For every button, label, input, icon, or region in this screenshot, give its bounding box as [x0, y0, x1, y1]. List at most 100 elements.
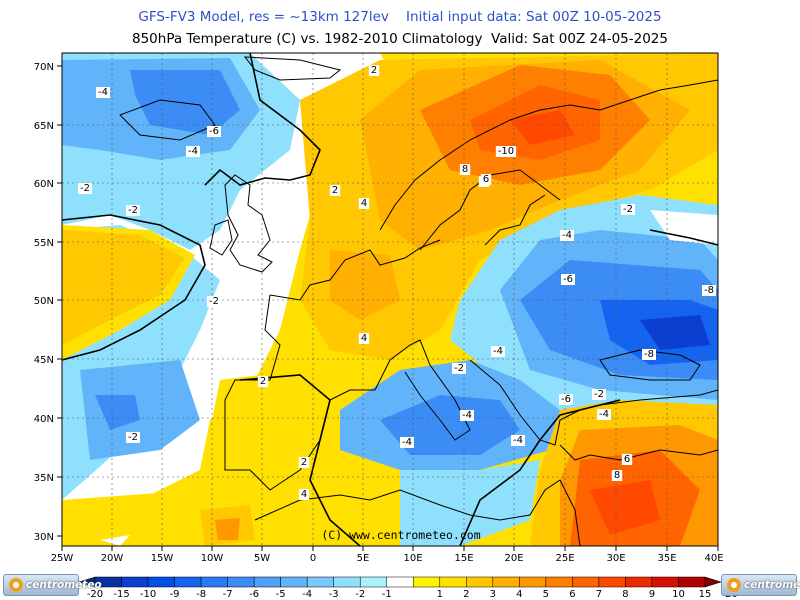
- colorbar-swatch: [598, 576, 626, 588]
- contour-label-box: [592, 389, 606, 400]
- lat-label: 65N: [34, 121, 54, 132]
- contour-label-box: [460, 410, 474, 421]
- contour-label: 4: [361, 333, 367, 344]
- contour-label: -2: [594, 389, 604, 400]
- logo-icon: [9, 578, 23, 592]
- colorbar-swatch: [492, 576, 520, 588]
- colorbar-label: 3: [490, 589, 496, 600]
- lon-label: 30E: [606, 553, 625, 564]
- lon-label: 35E: [657, 553, 676, 564]
- contour-label-box: [559, 394, 573, 405]
- colorbar-label: 1: [437, 589, 443, 600]
- colorbar-swatch: [572, 576, 600, 588]
- contour-label-box: [207, 126, 221, 137]
- colorbar-swatch: [651, 576, 679, 588]
- contour-label-box: [78, 183, 92, 194]
- lat-label: 50N: [34, 296, 54, 307]
- contour-label: -2: [209, 296, 219, 307]
- contour-label-box: [621, 454, 633, 465]
- logo-text: centrometeo: [744, 579, 800, 591]
- contour-label-box: [597, 409, 611, 420]
- colorbar-swatch: [625, 576, 653, 588]
- contour-label: -4: [402, 437, 412, 448]
- contour-label: -8: [644, 349, 654, 360]
- lon-label: 15W: [151, 553, 174, 564]
- contour-label-box: [257, 376, 269, 387]
- colorbar-label: 5: [543, 589, 549, 600]
- lon-label: 15E: [454, 553, 473, 564]
- europe-north-coast: [269, 239, 441, 301]
- contour-label: 6: [483, 174, 489, 185]
- contour-label: -4: [188, 146, 198, 157]
- contour-label-box: [459, 164, 471, 175]
- lon-label: 0: [310, 553, 316, 564]
- contour-label-box: [329, 185, 341, 196]
- contour-label: -8: [704, 285, 714, 296]
- zero-isotherm: [62, 53, 718, 546]
- colorbar-swatch: [359, 576, 387, 588]
- contour-label-box: [621, 204, 635, 215]
- title-model-info: GFS-FV3 Model, res = ~13km 127lev Initia…: [138, 9, 662, 25]
- colorbar-label: -1: [382, 589, 392, 600]
- contour-label: -6: [563, 274, 573, 285]
- contour-label-box: [511, 435, 525, 446]
- contour-label: -2: [454, 363, 464, 374]
- contour-label-box: [611, 470, 623, 481]
- colorbar-label: -15: [113, 589, 129, 600]
- contour-label-box: [368, 65, 380, 76]
- colorbar-label: 15: [699, 589, 712, 600]
- colorbar-swatch: [439, 576, 467, 588]
- contour-label: -4: [462, 410, 472, 421]
- colorbar-label: 4: [516, 589, 522, 600]
- contour-label: -2: [80, 183, 90, 194]
- colorbar-label: 2: [463, 589, 469, 600]
- contour-label: 2: [301, 457, 307, 468]
- contour-label: 4: [301, 489, 307, 500]
- colorbar-swatch: [519, 576, 547, 588]
- lon-label: 20E: [504, 553, 523, 564]
- colorbar-label: 8: [622, 589, 628, 600]
- contour-label-box: [298, 457, 310, 468]
- balkans-turkey-coast: [469, 359, 718, 446]
- contour-label-box: [358, 333, 370, 344]
- lon-label: 40E: [704, 553, 723, 564]
- scandinavia-west-coast: [379, 104, 601, 231]
- colorbar-label: -3: [329, 589, 339, 600]
- colorbar-swatch: [333, 576, 361, 588]
- anatolia-south-coast: [559, 444, 718, 461]
- colorbar-swatch: [413, 576, 441, 588]
- lat-label: 45N: [34, 355, 54, 366]
- lat-label: 55N: [34, 238, 54, 249]
- copyright-credit: (C) www.centrometeo.com: [321, 528, 480, 542]
- colorbar-label: 7: [596, 589, 602, 600]
- coastlines: [119, 56, 718, 546]
- colorbar-label: -20: [87, 589, 103, 600]
- colorbar-label: 9: [649, 589, 655, 600]
- contour-label: 8: [614, 470, 620, 481]
- title-field-info: 850hPa Temperature (C) vs. 1982-2010 Cli…: [132, 31, 668, 47]
- contour-label: -10: [498, 146, 514, 157]
- contour-label-box: [495, 146, 517, 157]
- contour-label: -4: [599, 409, 609, 420]
- axis-ticks: [57, 65, 719, 551]
- lon-label: 5W: [254, 553, 270, 564]
- contour-label-box: [702, 285, 716, 296]
- lon-label: 10E: [403, 553, 422, 564]
- contour-label-box: [491, 346, 505, 357]
- colorbar-swatch: [466, 576, 494, 588]
- contour-label: -2: [623, 204, 633, 215]
- lon-label: 20W: [101, 553, 124, 564]
- contour-label: -4: [493, 346, 503, 357]
- contour-label-box: [642, 349, 656, 360]
- lon-label: 25E: [555, 553, 574, 564]
- iceland-outline: [119, 99, 216, 141]
- contour-label-box: [298, 489, 310, 500]
- lat-label: 60N: [34, 179, 54, 190]
- contour-label-box: [560, 230, 574, 241]
- colorbar-swatch: [227, 576, 255, 588]
- colorbar-swatch: [678, 576, 706, 588]
- contour-label-box: [186, 146, 200, 157]
- italy-coast: [374, 339, 471, 441]
- logo-icon: [727, 578, 741, 592]
